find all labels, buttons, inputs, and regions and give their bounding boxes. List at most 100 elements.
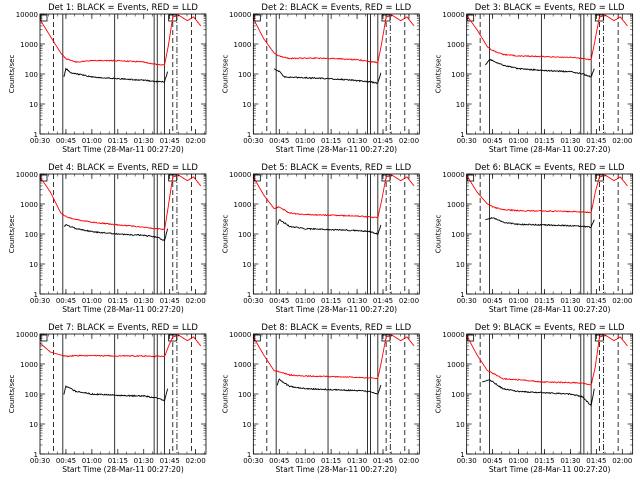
x-tick-label: 01:30 (134, 297, 154, 305)
y-tick-label: 100 (451, 71, 464, 79)
x-tick-label: 02:00 (612, 297, 632, 305)
x-axis-label: Start Time (28-Mar-11 00:27:20) (62, 465, 184, 474)
x-tick-label: 00:30 (30, 457, 50, 465)
y-tick-label: 10 (242, 101, 251, 109)
x-tick-label: 01:15 (534, 457, 554, 465)
x-tick-label: 01:00 (82, 297, 102, 305)
x-tick-label: 00:30 (243, 457, 263, 465)
panel-det-2: Det 2: BLACK = Events, RED = LLD 1 10 100 10… (221, 3, 419, 154)
y-tick-label: 1000 (234, 41, 252, 49)
panel-title: Det 6: BLACK = Events, RED = LLD (475, 163, 625, 173)
x-axis-label: Start Time (28-Mar-11 00:27:20) (62, 305, 184, 314)
x-tick-label: 00:30 (243, 137, 263, 145)
y-tick-label: 100 (25, 71, 38, 79)
plot-frame (40, 334, 206, 454)
x-tick-label: 00:30 (243, 297, 263, 305)
x-tick-label: 02:00 (186, 457, 206, 465)
plot-frame (253, 174, 419, 294)
x-tick-label: 01:00 (295, 297, 315, 305)
y-axis-label: Counts/sec (8, 215, 16, 254)
y-tick-label: 10000 (16, 171, 38, 179)
y-tick-label: 10000 (442, 171, 464, 179)
y-axis-label: Counts/sec (435, 55, 443, 94)
panel-det-6: Det 6: BLACK = Events, RED = LLD 1 10 100 10… (435, 163, 633, 314)
y-tick-label: 10 (456, 261, 465, 269)
panel-title: Det 3: BLACK = Events, RED = LLD (475, 3, 625, 13)
x-tick-label: 01:15 (321, 297, 341, 305)
x-tick-label: 01:00 (82, 137, 102, 145)
plot-frame (253, 14, 419, 134)
y-axis-label: Counts/sec (435, 375, 443, 414)
y-tick-label: 10000 (442, 11, 464, 19)
y-axis-label: Counts/sec (221, 215, 229, 254)
x-tick-label: 02:00 (399, 457, 419, 465)
x-tick-label: 00:45 (56, 297, 76, 305)
x-tick-label: 00:45 (269, 137, 289, 145)
panel-title: Det 1: BLACK = Events, RED = LLD (48, 3, 198, 13)
x-tick-label: 02:00 (399, 137, 419, 145)
x-tick-label: 00:30 (457, 137, 477, 145)
x-tick-label: 01:30 (560, 297, 580, 305)
y-tick-label: 10 (29, 261, 38, 269)
y-tick-label: 100 (238, 71, 251, 79)
x-tick-label: 01:15 (321, 137, 341, 145)
series-events-line (277, 379, 381, 394)
top-left-marker-box (254, 15, 260, 21)
x-tick-label: 01:15 (534, 297, 554, 305)
x-tick-label: 02:00 (612, 137, 632, 145)
top-left-marker-box (41, 15, 47, 21)
x-tick-label: 00:30 (457, 297, 477, 305)
x-tick-label: 01:45 (160, 137, 180, 145)
y-axis-label: Counts/sec (435, 215, 443, 254)
y-tick-label: 10 (242, 421, 251, 429)
y-tick-label: 1000 (20, 201, 38, 209)
y-tick-label: 100 (238, 391, 251, 399)
x-tick-label: 00:45 (483, 297, 503, 305)
y-tick-label: 10000 (229, 331, 251, 339)
x-tick-label: 01:30 (134, 137, 154, 145)
x-axis-label: Start Time (28-Mar-11 00:27:20) (489, 305, 611, 314)
y-axis-label: Counts/sec (221, 55, 229, 94)
x-axis-label: Start Time (28-Mar-11 00:27:20) (276, 305, 398, 314)
y-tick-label: 1000 (234, 361, 252, 369)
panel-title: Det 8: BLACK = Events, RED = LLD (261, 323, 411, 333)
x-tick-label: 01:45 (586, 457, 606, 465)
panel-title: Det 7: BLACK = Events, RED = LLD (48, 323, 198, 333)
series-events-line (485, 60, 594, 77)
y-tick-label: 1000 (447, 361, 465, 369)
x-tick-label: 01:45 (373, 137, 393, 145)
x-axis-label: Start Time (28-Mar-11 00:27:20) (276, 145, 398, 154)
panel-det-3: Det 3: BLACK = Events, RED = LLD 1 10 100 10… (435, 3, 633, 154)
x-tick-label: 01:00 (508, 457, 528, 465)
y-tick-label: 100 (451, 391, 464, 399)
y-tick-label: 1000 (234, 201, 252, 209)
x-tick-label: 01:00 (295, 137, 315, 145)
y-tick-label: 1000 (447, 201, 465, 209)
x-tick-label: 02:00 (186, 137, 206, 145)
y-tick-label: 10000 (442, 331, 464, 339)
x-tick-label: 01:00 (82, 457, 102, 465)
plot-frame (467, 334, 633, 454)
x-tick-label: 01:30 (347, 137, 367, 145)
panel-title: Det 2: BLACK = Events, RED = LLD (261, 3, 411, 13)
plot-frame (467, 174, 633, 294)
x-tick-label: 01:45 (160, 457, 180, 465)
y-axis-label: Counts/sec (221, 375, 229, 414)
x-tick-label: 00:45 (56, 137, 76, 145)
panel-det-5: Det 5: BLACK = Events, RED = LLD11010010… (221, 163, 419, 314)
y-tick-label: 10000 (16, 331, 38, 339)
y-tick-label: 1000 (20, 41, 38, 49)
y-tick-label: 100 (451, 231, 464, 239)
x-tick-label: 01:45 (586, 137, 606, 145)
x-tick-label: 01:15 (108, 457, 128, 465)
x-tick-label: 02:00 (186, 297, 206, 305)
x-axis-label: Start Time (28-Mar-11 00:27:20) (62, 145, 184, 154)
x-tick-label: 01:45 (373, 297, 393, 305)
x-tick-label: 01:00 (295, 457, 315, 465)
y-axis-label: Counts/sec (8, 55, 16, 94)
x-tick-label: 01:45 (373, 457, 393, 465)
y-tick-label: 10 (242, 261, 251, 269)
series-events-line (64, 69, 168, 83)
x-tick-label: 00:45 (483, 457, 503, 465)
plot-frame (467, 14, 633, 134)
